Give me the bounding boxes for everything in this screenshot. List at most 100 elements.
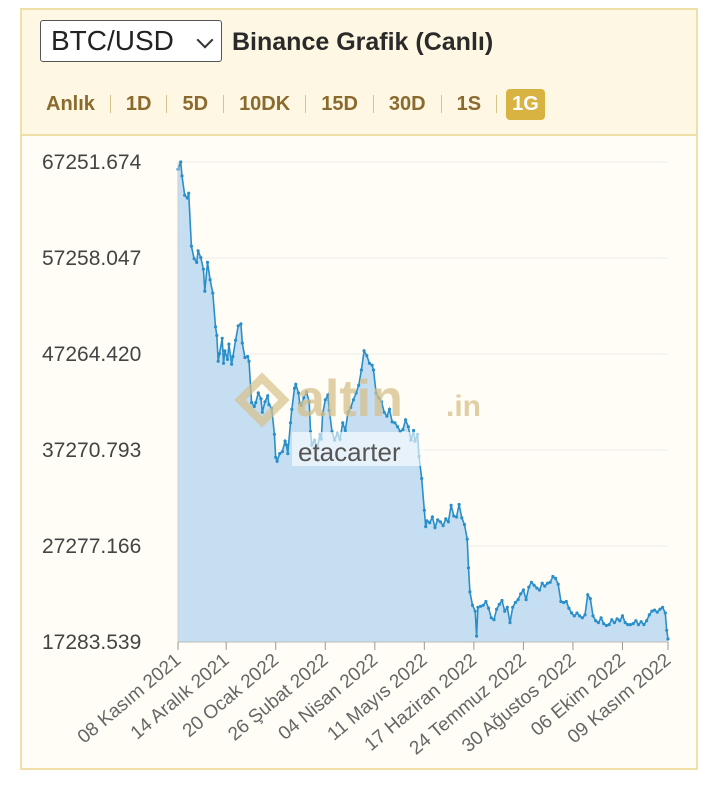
data-point: [362, 349, 366, 353]
data-point: [208, 278, 212, 282]
data-point: [529, 580, 534, 584]
data-point: [252, 404, 256, 409]
data-point: [567, 606, 571, 610]
data-point: [216, 359, 220, 363]
data-point: [543, 584, 547, 588]
pair-select-value: BTC/USD: [51, 25, 174, 56]
data-point: [294, 382, 298, 386]
data-point: [559, 599, 563, 604]
tab-1g[interactable]: 1G: [506, 88, 545, 120]
data-point: [519, 592, 523, 596]
data-point: [441, 524, 445, 528]
data-point: [454, 515, 459, 519]
tab-separator: [166, 95, 168, 113]
y-tick-label: 47264.420: [42, 343, 141, 366]
data-point: [500, 598, 504, 603]
data-point: [183, 193, 187, 197]
data-point: [393, 421, 397, 425]
data-point: [562, 600, 566, 605]
data-point: [487, 606, 491, 610]
data-point: [564, 599, 568, 604]
data-point: [516, 598, 520, 602]
data-point: [505, 605, 509, 609]
tab-15d[interactable]: 15D: [321, 92, 358, 115]
data-point: [365, 354, 369, 358]
data-point: [610, 618, 614, 622]
data-point: [225, 357, 230, 361]
data-point: [272, 432, 276, 436]
y-tick-label: 37270.793: [42, 439, 141, 462]
data-point: [572, 614, 576, 618]
data-point: [489, 616, 493, 620]
data-point: [570, 611, 574, 615]
tab-10dk[interactable]: 10DK: [239, 92, 291, 115]
data-point: [481, 603, 485, 607]
data-point: [179, 160, 183, 164]
data-point: [602, 622, 606, 626]
data-point: [239, 322, 243, 326]
tab-separator: [440, 95, 442, 113]
data-point: [346, 410, 350, 414]
data-point: [246, 354, 250, 359]
data-point: [354, 391, 358, 395]
y-tick-label: 17283.539: [42, 631, 141, 654]
data-point: [220, 336, 224, 340]
data-point: [323, 398, 327, 402]
data-point: [588, 597, 592, 601]
data-point: [236, 324, 240, 328]
data-point: [382, 410, 386, 414]
data-point: [527, 585, 531, 589]
watermark-user-bg: [292, 432, 424, 466]
tab-5d[interactable]: 5D: [182, 92, 209, 115]
data-point: [278, 452, 282, 456]
data-point: [658, 607, 662, 611]
data-point: [460, 516, 464, 520]
data-point: [240, 341, 244, 345]
data-point: [620, 614, 625, 618]
pair-select[interactable]: BTC/USD: [40, 20, 222, 62]
data-point: [420, 476, 424, 481]
data-point: [217, 352, 222, 356]
tab-anlık[interactable]: Anlık: [46, 92, 95, 115]
data-point: [575, 611, 579, 615]
data-point: [665, 628, 669, 632]
data-point: [185, 196, 189, 200]
data-point: [349, 405, 353, 410]
data-point: [647, 613, 651, 617]
data-point: [578, 614, 582, 618]
data-point: [223, 349, 227, 353]
data-point: [343, 428, 347, 433]
watermark-user-text: etacarter: [298, 437, 401, 467]
y-tick-label: 57258.047: [42, 247, 141, 270]
data-point: [370, 363, 374, 367]
data-point: [327, 408, 331, 412]
tab-1s[interactable]: 1S: [456, 92, 482, 115]
data-point: [401, 427, 405, 432]
data-point: [412, 428, 416, 433]
data-point: [634, 619, 638, 623]
data-point: [390, 420, 394, 424]
chart-widget: BTC/USD Binance Grafik (Canlı) Anlık 1D 5D…: [20, 8, 698, 770]
data-point: [612, 621, 617, 625]
data-point: [371, 368, 376, 372]
data-point: [192, 257, 196, 261]
data-point: [425, 519, 429, 523]
data-point: [465, 537, 469, 541]
data-point: [428, 521, 432, 525]
data-point: [227, 342, 231, 346]
data-point: [266, 394, 270, 398]
data-point: [484, 599, 488, 604]
data-point: [203, 289, 207, 293]
data-point: [436, 518, 440, 522]
data-point: [385, 414, 389, 418]
tab-30d[interactable]: 30D: [388, 92, 426, 115]
data-point: [594, 619, 598, 623]
data-point: [466, 566, 471, 570]
data-point: [468, 590, 472, 594]
data-point: [495, 607, 499, 611]
tab-1d[interactable]: 1D: [125, 92, 152, 115]
data-point: [462, 523, 467, 527]
data-point: [433, 525, 437, 530]
y-tick-label: 27277.166: [42, 535, 141, 558]
data-point: [221, 361, 226, 365]
